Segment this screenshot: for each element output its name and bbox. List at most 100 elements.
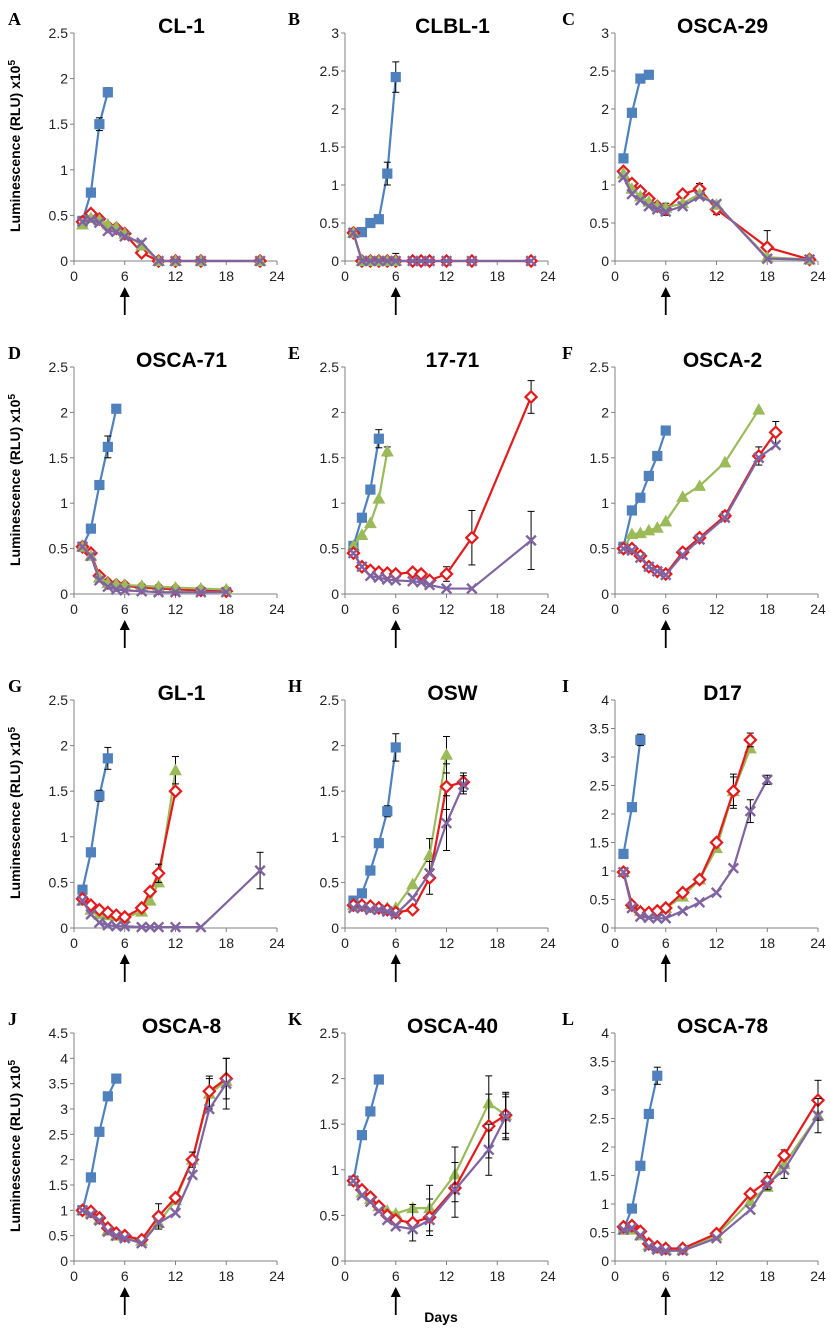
data-point	[169, 763, 182, 776]
y-tick-label: 0	[60, 920, 68, 936]
y-tick-label: 0.5	[590, 1225, 610, 1241]
y-tick-label: 2	[601, 404, 609, 420]
x-tick-label: 12	[439, 268, 455, 284]
data-point	[423, 255, 436, 267]
data-point	[660, 912, 672, 924]
x-tick-label: 24	[810, 1268, 826, 1284]
data-point	[727, 862, 740, 874]
x-tick-label: 6	[662, 601, 670, 617]
y-tick-label: 2	[601, 806, 609, 822]
y-tick-label: 1	[60, 829, 68, 845]
y-tick-label: 1	[331, 829, 339, 845]
y-tick-label: 2.5	[49, 1126, 69, 1142]
data-point	[110, 226, 122, 238]
data-point	[134, 900, 149, 916]
data-point	[347, 902, 360, 914]
data-point	[390, 574, 402, 587]
data-point	[365, 1106, 376, 1117]
series-purple-x	[76, 1057, 232, 1249]
x-axis-label: Days	[424, 1309, 458, 1325]
data-point	[693, 190, 706, 203]
data-point	[373, 838, 384, 849]
x-tick-label: 24	[269, 935, 285, 951]
data-point	[144, 921, 156, 933]
data-point	[382, 168, 393, 179]
data-point	[651, 203, 663, 215]
data-point	[709, 835, 724, 850]
x-tick-label: 12	[439, 935, 455, 951]
x-tick-label: 6	[392, 935, 400, 951]
data-point	[85, 523, 97, 534]
data-point	[753, 452, 765, 464]
x-tick-label: 6	[121, 268, 129, 284]
y-tick-label: 1.5	[590, 835, 610, 851]
y-tick-label: 0	[331, 1253, 339, 1269]
y-tick-label: 1	[601, 495, 609, 511]
y-tick-label: 1.5	[320, 450, 340, 466]
data-point	[381, 1214, 393, 1226]
series-line	[622, 739, 752, 914]
y-tick-label: 4	[60, 1050, 68, 1066]
data-point	[254, 864, 266, 877]
series-purple-x	[617, 1098, 824, 1257]
data-point	[677, 1245, 689, 1257]
data-point	[617, 542, 630, 555]
x-tick-label: 6	[392, 601, 400, 617]
y-tick-label: 2.5	[590, 63, 610, 79]
data-point	[407, 255, 419, 267]
data-point	[152, 255, 165, 267]
data-point	[119, 584, 131, 597]
y-axis-label: Luminescence (RLU) x105	[7, 394, 24, 567]
data-point	[85, 908, 97, 920]
data-point	[634, 552, 647, 564]
x-tick-label: 0	[611, 935, 619, 951]
data-point	[413, 566, 429, 582]
treatment-arrow	[660, 620, 671, 648]
x-tick-label: 6	[121, 601, 129, 617]
y-tick-label: 2	[60, 1152, 68, 1168]
panel-b: 0 0.5 1 1.5 2 2.5 3 0 6 12 18 24 CLBL-1 B	[288, 9, 556, 315]
y-tick-label: 1.5	[49, 450, 69, 466]
y-tick-label: 2.5	[590, 1111, 610, 1127]
y-tick-label: 2.5	[49, 359, 69, 375]
panel-i: 0 0.5 1 1.5 2 2.5 3 3.5 4 0 6 12 18 24 D17 I	[562, 676, 826, 982]
data-point	[618, 848, 629, 859]
data-point	[466, 255, 478, 267]
data-point	[770, 439, 782, 451]
data-point	[390, 71, 401, 83]
data-point	[803, 253, 816, 266]
x-tick-label: 0	[70, 601, 78, 617]
x-tick-label: 0	[611, 1268, 619, 1284]
data-point	[356, 255, 368, 267]
x-tick-label: 18	[759, 1268, 775, 1284]
treatment-arrow	[660, 1287, 671, 1315]
data-point	[76, 541, 89, 553]
y-tick-label: 0.5	[320, 1207, 340, 1223]
y-tick-label: 0	[331, 920, 339, 936]
x-tick-label: 24	[540, 601, 556, 617]
x-tick-label: 6	[392, 268, 400, 284]
y-tick-label: 0.5	[320, 541, 340, 557]
panel-d: 0 0.5 1 1.5 2 2.5 0 6 12 18 24 OSCA-71 D	[8, 343, 285, 648]
panel-label: A	[8, 9, 21, 29]
series-line	[352, 539, 532, 590]
series-purple-x	[347, 510, 537, 595]
x-tick-label: 6	[662, 1268, 670, 1284]
data-point	[382, 806, 393, 817]
data-point	[677, 549, 689, 561]
panel-label: B	[288, 9, 300, 29]
series-green-triangle	[76, 540, 233, 595]
data-point	[220, 586, 232, 598]
data-point	[356, 512, 368, 523]
data-point	[635, 1160, 646, 1171]
x-tick-label: 18	[218, 601, 234, 617]
series-blue-square	[348, 429, 384, 551]
data-point	[761, 253, 773, 265]
series-line	[623, 431, 777, 576]
chart-title: OSCA-71	[136, 349, 227, 372]
data-point	[93, 574, 106, 587]
series-line	[353, 76, 397, 234]
data-point	[449, 1184, 461, 1196]
data-point	[381, 905, 393, 918]
series-red-diamond	[616, 1079, 826, 1256]
